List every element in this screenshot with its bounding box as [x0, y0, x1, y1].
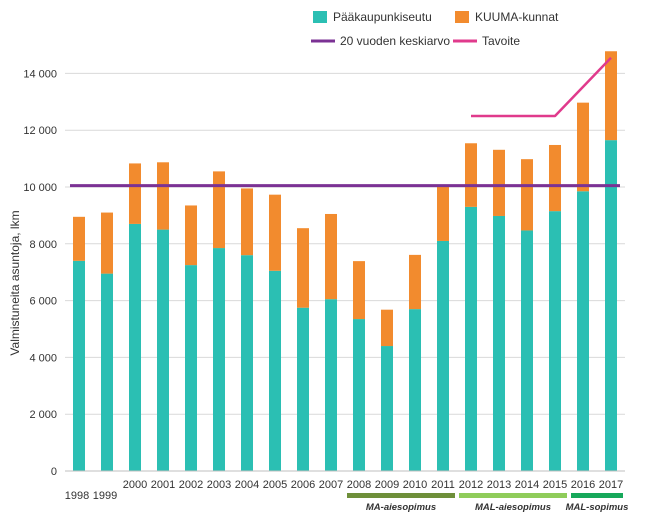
bars [73, 51, 617, 471]
legend-label: 20 vuoden keskiarvo [340, 34, 450, 48]
x-tick-label: 2003 [207, 479, 231, 491]
bar-kuuma-kunnat-2010 [409, 254, 421, 310]
bar-kuuma-kunnat-2008 [353, 261, 365, 320]
bar-kuuma-kunnat-2001 [157, 162, 169, 230]
bar-kuuma-kunnat-2015 [549, 144, 561, 212]
line-tavoite [471, 56, 612, 118]
y-tick-label: 0 [51, 466, 57, 478]
bar-kuuma-kunnat-2014 [521, 159, 533, 231]
y-tick-label: 6 000 [29, 296, 57, 308]
x-tick-label: 2000 [123, 479, 147, 491]
bar-kuuma-kunnat-2006 [297, 228, 309, 308]
legend-label: Pääkaupunkiseutu [333, 10, 432, 24]
bar-paakaupunkiseutu-2015 [549, 211, 561, 471]
y-tick-label: 14 000 [23, 68, 57, 80]
agreement-bar [459, 493, 567, 498]
legend: Pääkaupunkiseutu KUUMA-kunnat 20 vuoden ke… [311, 10, 559, 48]
agreement-bar [571, 493, 623, 498]
x-tick-label: 2013 [487, 479, 511, 491]
x-tick-label: 1999 [93, 490, 117, 502]
axes: 0 2 000 4 000 6 000 8 000 10 000 12 000 14 000 V… [8, 68, 625, 502]
bar-paakaupunkiseutu-2002 [185, 265, 197, 471]
x-tick-label: 2014 [515, 479, 539, 491]
x-tick-label: 2010 [403, 479, 427, 491]
y-axis-title: Valmistuneita asuntoja, lkm [8, 210, 22, 355]
bar-kuuma-kunnat-1999 [101, 212, 113, 274]
x-tick-label: 2001 [151, 479, 175, 491]
bar-kuuma-kunnat-2003 [213, 171, 225, 249]
x-tick-label: 2002 [179, 479, 203, 491]
agreement-label: MAL-sopimus [566, 502, 629, 513]
bar-kuuma-kunnat-2016 [577, 102, 589, 192]
bar-kuuma-kunnat-1998 [73, 216, 85, 261]
legend-swatch [455, 11, 469, 23]
y-tick-label: 4 000 [29, 352, 57, 364]
x-tick-label: 2007 [319, 479, 343, 491]
bar-kuuma-kunnat-2000 [129, 163, 141, 224]
y-tick-label: 12 000 [23, 125, 57, 137]
bar-paakaupunkiseutu-2006 [297, 307, 309, 471]
agreement-label: MAL-aiesopimus [475, 502, 551, 513]
bar-paakaupunkiseutu-2000 [129, 223, 141, 471]
x-tick-label: 2008 [347, 479, 371, 491]
bar-paakaupunkiseutu-2009 [381, 346, 393, 471]
bar-kuuma-kunnat-2012 [465, 143, 477, 207]
bar-paakaupunkiseutu-2004 [241, 255, 253, 471]
bar-paakaupunkiseutu-2011 [437, 240, 449, 471]
bar-paakaupunkiseutu-2005 [269, 270, 281, 471]
x-tick-label: 2009 [375, 479, 399, 491]
bar-kuuma-kunnat-2002 [185, 205, 197, 266]
x-tick-label: 2006 [291, 479, 315, 491]
bar-kuuma-kunnat-2007 [325, 213, 337, 300]
bar-kuuma-kunnat-2004 [241, 188, 253, 256]
bar-kuuma-kunnat-2009 [381, 309, 393, 347]
x-tick-label: 2017 [599, 479, 623, 491]
x-tick-label: 2016 [571, 479, 595, 491]
bar-kuuma-kunnat-2011 [437, 186, 449, 241]
bar-paakaupunkiseutu-2016 [577, 191, 589, 471]
bar-paakaupunkiseutu-2014 [521, 230, 533, 471]
legend-label: Tavoite [482, 34, 520, 48]
reference-lines [70, 56, 620, 188]
bar-paakaupunkiseutu-1998 [73, 260, 85, 471]
bar-kuuma-kunnat-2017 [605, 51, 617, 141]
x-tick-label: 2015 [543, 479, 567, 491]
y-tick-label: 10 000 [23, 182, 57, 194]
agreement-periods: MA-aiesopimus MAL-aiesopimus MAL-sopimus [347, 493, 628, 513]
y-tick-label: 2 000 [29, 409, 57, 421]
bar-paakaupunkiseutu-2003 [213, 248, 225, 471]
bar-kuuma-kunnat-2005 [269, 194, 281, 271]
bar-paakaupunkiseutu-2013 [493, 215, 505, 471]
gridlines [65, 72, 625, 472]
bar-paakaupunkiseutu-2007 [325, 299, 337, 471]
x-tick-label: 1998 [65, 490, 89, 502]
x-tick-label: 2004 [235, 479, 259, 491]
y-tick-label: 8 000 [29, 239, 57, 251]
bar-paakaupunkiseutu-2010 [409, 309, 421, 471]
bar-paakaupunkiseutu-2001 [157, 229, 169, 471]
bar-paakaupunkiseutu-2008 [353, 319, 365, 471]
agreement-bar [347, 493, 455, 498]
legend-swatch [313, 11, 327, 23]
x-tick-label: 2012 [459, 479, 483, 491]
bar-paakaupunkiseutu-1999 [101, 273, 113, 471]
bar-kuuma-kunnat-2013 [493, 149, 505, 216]
legend-label: KUUMA-kunnat [475, 10, 559, 24]
agreement-label: MA-aiesopimus [366, 502, 436, 513]
bar-paakaupunkiseutu-2017 [605, 140, 617, 471]
bar-paakaupunkiseutu-2012 [465, 206, 477, 471]
x-tick-label: 2005 [263, 479, 287, 491]
x-tick-label: 2011 [431, 479, 455, 491]
